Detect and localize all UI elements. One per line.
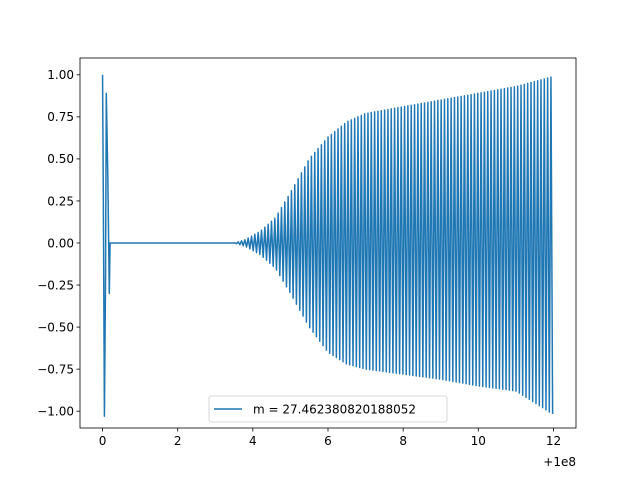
y-tick-label: −0.75 — [37, 362, 74, 376]
legend: m = 27.462380820188052 — [208, 395, 448, 423]
legend-box — [208, 395, 448, 423]
x-tick-label: 10 — [471, 434, 486, 448]
x-tick-label: 12 — [546, 434, 561, 448]
y-tick-label: −0.25 — [37, 278, 74, 292]
y-tick-label: 0.50 — [47, 152, 74, 166]
y-tick-label: 0.00 — [47, 236, 74, 250]
x-tick-label: 6 — [324, 434, 332, 448]
x-offset-label: +1e8 — [543, 455, 576, 469]
x-tick-label: 0 — [99, 434, 107, 448]
x-tick-label: 4 — [249, 434, 257, 448]
y-tick-label: 1.00 — [47, 68, 74, 82]
x-tick-label: 2 — [174, 434, 182, 448]
plot-area — [101, 74, 554, 417]
y-tick-label: −0.50 — [37, 320, 74, 334]
x-tick-label: 8 — [399, 434, 407, 448]
y-tick-label: −1.00 — [37, 404, 74, 418]
y-axis: −1.00 −0.75 −0.50 −0.25 0.00 0.25 0.50 0.75 1.00 — [37, 68, 80, 418]
series-line — [101, 74, 554, 417]
y-tick-label: 0.25 — [47, 194, 74, 208]
y-tick-label: 0.75 — [47, 110, 74, 124]
legend-label: m = 27.462380820188052 — [253, 403, 416, 417]
x-axis: 0 2 4 6 8 10 12 — [99, 428, 561, 448]
